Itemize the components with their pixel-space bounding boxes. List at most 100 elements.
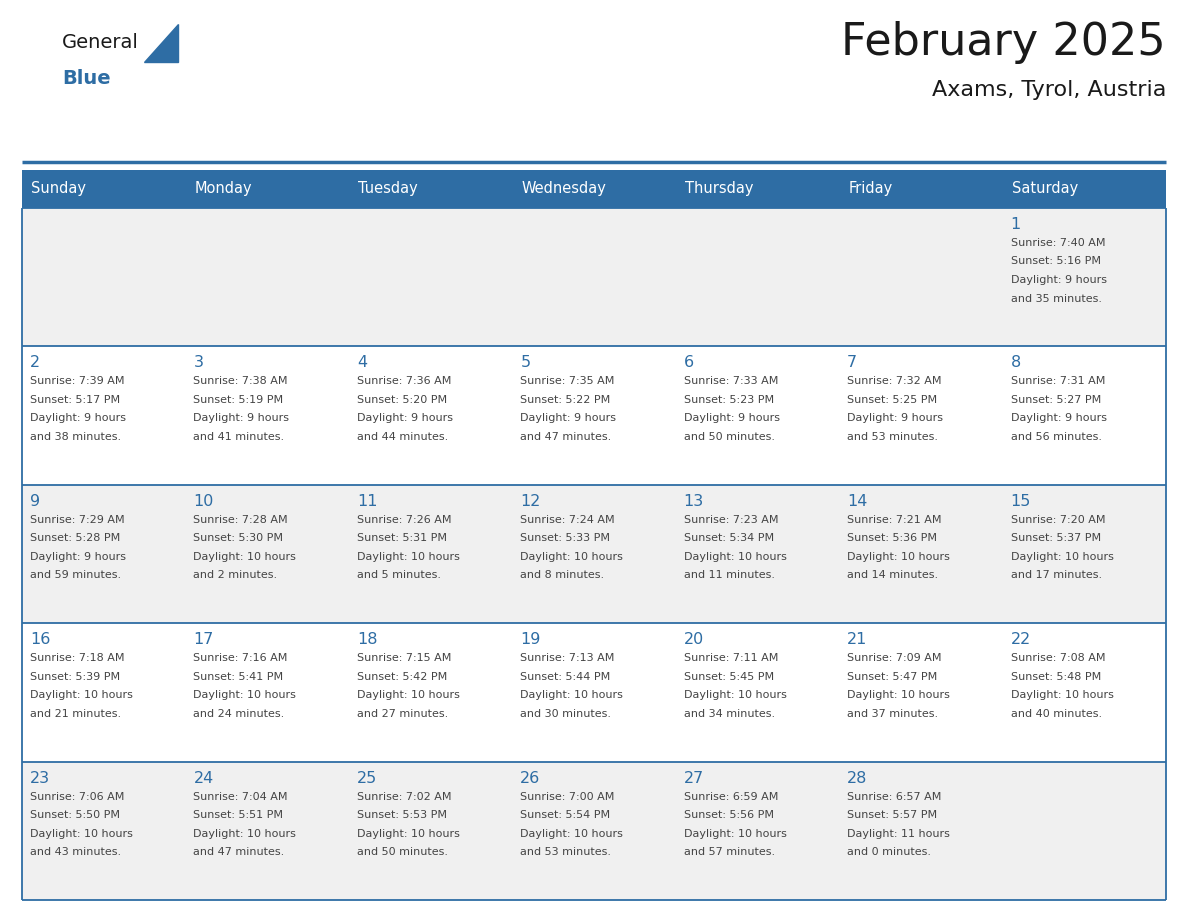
Text: Daylight: 10 hours: Daylight: 10 hours (684, 552, 786, 562)
Text: Sunrise: 7:32 AM: Sunrise: 7:32 AM (847, 376, 942, 386)
Bar (23, 485, 1165, 623)
Text: Sunset: 5:53 PM: Sunset: 5:53 PM (356, 810, 447, 820)
Text: Daylight: 10 hours: Daylight: 10 hours (684, 690, 786, 700)
Text: Sunset: 5:16 PM: Sunset: 5:16 PM (1011, 256, 1100, 266)
Text: and 43 minutes.: and 43 minutes. (30, 847, 121, 857)
Text: Daylight: 10 hours: Daylight: 10 hours (684, 829, 786, 839)
Text: Thursday: Thursday (684, 182, 753, 196)
Text: Monday: Monday (195, 182, 252, 196)
Text: Daylight: 9 hours: Daylight: 9 hours (847, 413, 943, 423)
Text: Daylight: 9 hours: Daylight: 9 hours (1011, 413, 1106, 423)
Text: and 40 minutes.: and 40 minutes. (1011, 709, 1101, 719)
Text: Daylight: 10 hours: Daylight: 10 hours (194, 690, 296, 700)
Text: Sunrise: 7:21 AM: Sunrise: 7:21 AM (847, 515, 942, 525)
Text: 25: 25 (356, 770, 377, 786)
Text: 2: 2 (30, 355, 40, 370)
Text: Sunrise: 7:02 AM: Sunrise: 7:02 AM (356, 791, 451, 801)
Text: 13: 13 (684, 494, 704, 509)
Text: and 47 minutes.: and 47 minutes. (520, 431, 612, 442)
Text: Daylight: 10 hours: Daylight: 10 hours (356, 552, 460, 562)
Text: Sunrise: 7:09 AM: Sunrise: 7:09 AM (847, 654, 942, 663)
Text: Sunrise: 7:40 AM: Sunrise: 7:40 AM (1011, 238, 1105, 248)
Text: Wednesday: Wednesday (522, 182, 606, 196)
Text: and 5 minutes.: and 5 minutes. (356, 570, 441, 580)
Text: 9: 9 (30, 494, 40, 509)
Text: and 35 minutes.: and 35 minutes. (1011, 294, 1101, 304)
Text: Sunset: 5:17 PM: Sunset: 5:17 PM (30, 395, 120, 405)
Bar (23, 346, 1165, 485)
Text: Daylight: 10 hours: Daylight: 10 hours (30, 690, 133, 700)
Text: Daylight: 9 hours: Daylight: 9 hours (684, 413, 779, 423)
Text: and 56 minutes.: and 56 minutes. (1011, 431, 1101, 442)
Bar (23, 762, 1165, 900)
Text: and 2 minutes.: and 2 minutes. (194, 570, 278, 580)
Text: 20: 20 (684, 633, 704, 647)
Text: and 0 minutes.: and 0 minutes. (847, 847, 931, 857)
Text: 26: 26 (520, 770, 541, 786)
Text: Daylight: 9 hours: Daylight: 9 hours (194, 413, 290, 423)
Text: 15: 15 (1011, 494, 1031, 509)
Polygon shape (144, 24, 178, 62)
Text: Daylight: 9 hours: Daylight: 9 hours (30, 552, 126, 562)
Text: 24: 24 (194, 770, 214, 786)
Text: Sunrise: 7:13 AM: Sunrise: 7:13 AM (520, 654, 614, 663)
Text: 16: 16 (30, 633, 50, 647)
Text: Sunset: 5:31 PM: Sunset: 5:31 PM (356, 533, 447, 543)
Text: 6: 6 (684, 355, 694, 370)
Text: Daylight: 10 hours: Daylight: 10 hours (356, 829, 460, 839)
Text: and 53 minutes.: and 53 minutes. (520, 847, 612, 857)
Text: 21: 21 (847, 633, 867, 647)
Text: Sunset: 5:54 PM: Sunset: 5:54 PM (520, 810, 611, 820)
Text: Daylight: 9 hours: Daylight: 9 hours (356, 413, 453, 423)
Text: Daylight: 10 hours: Daylight: 10 hours (1011, 690, 1113, 700)
Text: Daylight: 10 hours: Daylight: 10 hours (847, 690, 950, 700)
Text: 18: 18 (356, 633, 378, 647)
Text: Sunset: 5:56 PM: Sunset: 5:56 PM (684, 810, 773, 820)
Text: Sunrise: 7:06 AM: Sunrise: 7:06 AM (30, 791, 125, 801)
Text: Sunset: 5:41 PM: Sunset: 5:41 PM (194, 672, 284, 682)
Text: Daylight: 10 hours: Daylight: 10 hours (847, 552, 950, 562)
Text: Daylight: 10 hours: Daylight: 10 hours (30, 829, 133, 839)
Text: Sunrise: 7:20 AM: Sunrise: 7:20 AM (1011, 515, 1105, 525)
Text: Sunset: 5:23 PM: Sunset: 5:23 PM (684, 395, 773, 405)
Text: Sunset: 5:48 PM: Sunset: 5:48 PM (1011, 672, 1101, 682)
Text: Sunrise: 7:11 AM: Sunrise: 7:11 AM (684, 654, 778, 663)
Text: Sunset: 5:20 PM: Sunset: 5:20 PM (356, 395, 447, 405)
Text: Sunset: 5:50 PM: Sunset: 5:50 PM (30, 810, 120, 820)
Text: 17: 17 (194, 633, 214, 647)
Text: 12: 12 (520, 494, 541, 509)
Text: Sunset: 5:37 PM: Sunset: 5:37 PM (1011, 533, 1101, 543)
Text: Sunrise: 7:16 AM: Sunrise: 7:16 AM (194, 654, 287, 663)
Text: and 47 minutes.: and 47 minutes. (194, 847, 285, 857)
Text: Daylight: 9 hours: Daylight: 9 hours (520, 413, 617, 423)
Text: Sunrise: 7:36 AM: Sunrise: 7:36 AM (356, 376, 451, 386)
Text: Daylight: 9 hours: Daylight: 9 hours (1011, 275, 1106, 285)
Text: and 21 minutes.: and 21 minutes. (30, 709, 121, 719)
Text: and 11 minutes.: and 11 minutes. (684, 570, 775, 580)
Text: 28: 28 (847, 770, 867, 786)
Text: Sunrise: 7:33 AM: Sunrise: 7:33 AM (684, 376, 778, 386)
Text: General: General (62, 32, 139, 51)
Bar (23, 208, 1165, 346)
Text: Sunset: 5:47 PM: Sunset: 5:47 PM (847, 672, 937, 682)
Text: Sunrise: 7:31 AM: Sunrise: 7:31 AM (1011, 376, 1105, 386)
Text: Sunday: Sunday (31, 182, 86, 196)
Text: 19: 19 (520, 633, 541, 647)
Text: Saturday: Saturday (1011, 182, 1078, 196)
Text: and 53 minutes.: and 53 minutes. (847, 431, 939, 442)
Text: and 50 minutes.: and 50 minutes. (356, 847, 448, 857)
Text: Sunrise: 7:29 AM: Sunrise: 7:29 AM (30, 515, 125, 525)
Text: and 44 minutes.: and 44 minutes. (356, 431, 448, 442)
Text: Sunset: 5:36 PM: Sunset: 5:36 PM (847, 533, 937, 543)
Text: Blue: Blue (62, 69, 110, 87)
Text: Sunrise: 7:39 AM: Sunrise: 7:39 AM (30, 376, 125, 386)
Text: 10: 10 (194, 494, 214, 509)
Text: Sunset: 5:39 PM: Sunset: 5:39 PM (30, 672, 120, 682)
Text: 7: 7 (847, 355, 858, 370)
Text: and 38 minutes.: and 38 minutes. (30, 431, 121, 442)
Text: 23: 23 (30, 770, 50, 786)
Text: 27: 27 (684, 770, 704, 786)
Text: and 24 minutes.: and 24 minutes. (194, 709, 285, 719)
Text: and 34 minutes.: and 34 minutes. (684, 709, 775, 719)
Text: Daylight: 10 hours: Daylight: 10 hours (356, 690, 460, 700)
